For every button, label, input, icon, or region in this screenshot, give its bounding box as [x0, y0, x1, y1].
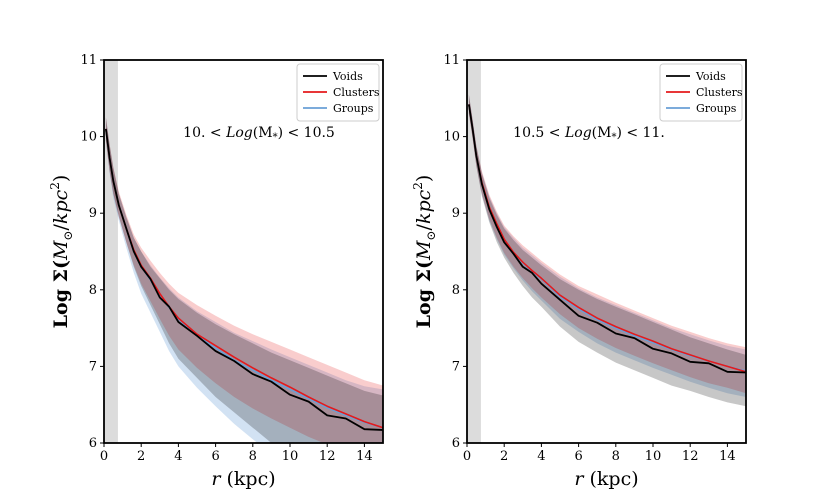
- y-axis-sun: ⊙: [424, 230, 438, 240]
- annot-mid: (M: [592, 125, 612, 141]
- y-tick-label: 7: [452, 359, 460, 374]
- band-groups: [105, 117, 383, 443]
- x-tick-label: 2: [500, 449, 508, 464]
- y-axis-slash: /: [413, 223, 435, 230]
- x-axis-unit: (kpc): [220, 468, 275, 490]
- y-axis-prefix: Log Σ(: [50, 260, 72, 328]
- x-tick-label: 4: [537, 449, 545, 464]
- x-axis-var: r: [211, 468, 222, 490]
- annot-sub: *: [273, 132, 278, 143]
- annot-log: Log: [225, 125, 253, 141]
- y-axis-mass: M: [413, 240, 435, 261]
- annot-log: Log: [564, 125, 592, 141]
- x-tick-label: 8: [612, 449, 620, 464]
- y-tick-label: 11: [80, 53, 97, 68]
- plot-area: [467, 60, 746, 443]
- x-tick-label: 8: [249, 449, 257, 464]
- x-tick-label: 12: [682, 449, 699, 464]
- y-tick-label: 9: [452, 206, 460, 221]
- x-tick-label: 10: [282, 449, 299, 464]
- annot-post: ) < 10.5: [278, 125, 335, 141]
- y-axis-slash: /: [50, 223, 72, 230]
- axes-frame: [103, 59, 384, 444]
- x-axis-label: r (kpc): [211, 468, 275, 490]
- x-tick-label: 6: [574, 449, 582, 464]
- annot-sub: *: [611, 132, 616, 143]
- y-tick-label: 10: [80, 130, 97, 145]
- y-axis-kpc: kpc: [413, 189, 435, 224]
- y-axis-close: ): [413, 175, 435, 182]
- inner-region-shade: [104, 60, 118, 443]
- x-tick-label: 12: [319, 449, 336, 464]
- y-tick-label: 8: [89, 283, 97, 298]
- band-voids: [105, 117, 383, 443]
- legend-label-clusters: Clusters: [696, 86, 743, 99]
- y-tick-label: 10: [443, 130, 460, 145]
- x-tick-label: 0: [100, 449, 108, 464]
- x-tick-label: 6: [211, 449, 219, 464]
- axes-frame: [466, 59, 747, 444]
- x-tick-label: 14: [356, 449, 373, 464]
- x-axis-label: r (kpc): [574, 468, 638, 490]
- annot-pre: 10.5 <: [513, 125, 565, 141]
- legend-label-groups: Groups: [696, 102, 737, 115]
- x-axis-unit: (kpc): [583, 468, 638, 490]
- x-tick-label: 0: [463, 449, 471, 464]
- y-axis-sup: 2: [411, 182, 425, 190]
- y-tick-label: 9: [89, 206, 97, 221]
- mass-range-annotation: 10.5 < Log(M*) < 11.: [513, 125, 665, 143]
- legend: Voids Clusters Groups: [659, 63, 743, 122]
- legend-box: [296, 63, 380, 122]
- annot-pre: 10. <: [183, 125, 226, 141]
- legend: Voids Clusters Groups: [296, 63, 380, 122]
- legend-label-voids: Voids: [332, 70, 363, 83]
- inner-region-shade: [467, 60, 481, 443]
- y-axis-label: Log Σ(M⊙/kpc2): [411, 175, 438, 329]
- y-tick-label: 6: [452, 436, 460, 451]
- legend-label-voids: Voids: [695, 70, 726, 83]
- y-tick-label: 6: [89, 436, 97, 451]
- y-axis-sun: ⊙: [61, 230, 75, 240]
- y-axis-label: Log Σ(M⊙/kpc2): [48, 175, 75, 329]
- line-voids: [105, 128, 383, 431]
- y-tick-label: 11: [443, 53, 460, 68]
- legend-label-clusters: Clusters: [333, 86, 380, 99]
- x-tick-label: 14: [719, 449, 736, 464]
- x-tick-label: 2: [137, 449, 145, 464]
- y-axis-prefix: Log Σ(: [413, 260, 435, 328]
- band-clusters: [105, 117, 383, 443]
- y-axis-kpc: kpc: [50, 189, 72, 224]
- mass-range-annotation: 10. < Log(M*) < 10.5: [183, 125, 335, 143]
- x-axis-var: r: [574, 468, 585, 490]
- band-voids: [468, 94, 746, 407]
- y-axis-sup: 2: [48, 182, 62, 190]
- x-tick-label: 10: [645, 449, 662, 464]
- legend-box: [659, 63, 743, 122]
- annot-mid: (M: [253, 125, 273, 141]
- x-tick-label: 4: [174, 449, 182, 464]
- y-axis-mass: M: [50, 240, 72, 261]
- plot-area: [104, 60, 383, 443]
- y-axis-close: ): [50, 175, 72, 182]
- legend-label-groups: Groups: [333, 102, 374, 115]
- annot-post: ) < 11.: [616, 125, 664, 141]
- line-voids: [468, 104, 746, 374]
- y-tick-label: 7: [89, 359, 97, 374]
- y-tick-label: 8: [452, 283, 460, 298]
